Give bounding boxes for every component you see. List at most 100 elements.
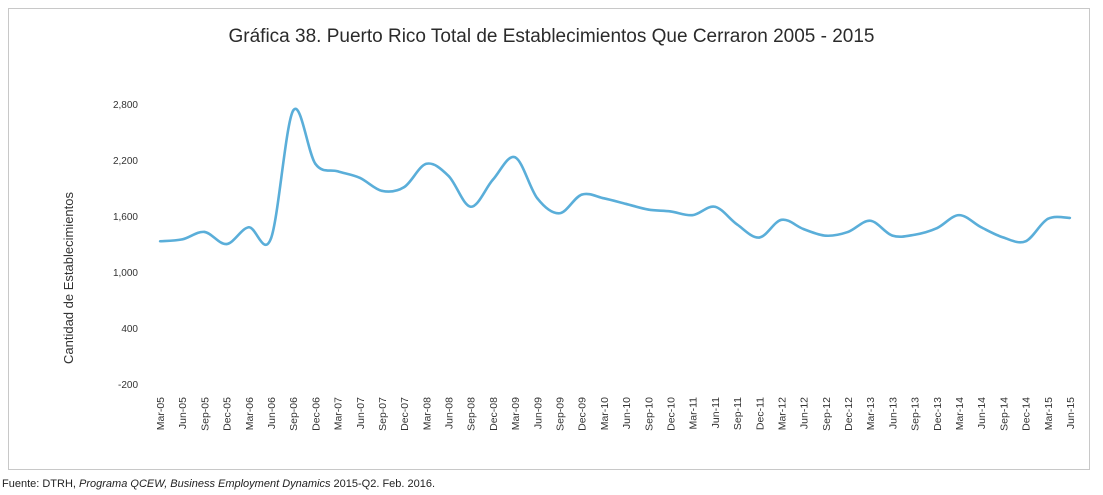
data-point bbox=[336, 170, 339, 173]
data-point bbox=[624, 202, 628, 206]
data-point bbox=[1046, 217, 1050, 221]
x-tick-label: Mar-11 bbox=[688, 397, 700, 430]
data-point bbox=[758, 236, 761, 239]
data-point bbox=[647, 208, 650, 211]
data-point bbox=[602, 197, 606, 200]
x-tick-label: Jun-12 bbox=[799, 397, 811, 429]
data-point bbox=[780, 218, 783, 221]
x-tick-label: Jun-06 bbox=[266, 397, 278, 429]
data-point bbox=[402, 185, 406, 189]
data-point bbox=[713, 205, 717, 208]
data-point bbox=[247, 226, 250, 229]
data-point bbox=[203, 230, 206, 234]
x-tick-label: Jun-08 bbox=[444, 397, 456, 429]
x-tick-label: Sep-08 bbox=[466, 397, 478, 431]
x-tick-label: Jun-09 bbox=[532, 397, 544, 429]
data-point bbox=[891, 234, 894, 237]
data-point bbox=[935, 227, 939, 230]
source-prefix: Fuente: DTRH, bbox=[2, 478, 80, 490]
x-tick-label: Mar-08 bbox=[421, 397, 433, 430]
data-point bbox=[980, 226, 983, 229]
data-point bbox=[269, 237, 273, 240]
x-tick-label: Jun-13 bbox=[887, 397, 899, 429]
data-point bbox=[513, 156, 517, 159]
data-point bbox=[536, 197, 539, 200]
y-tick-label: 400 bbox=[121, 324, 138, 335]
x-tick-label: Mar-06 bbox=[244, 397, 256, 430]
x-tick-label: Dec-11 bbox=[754, 397, 766, 430]
chart-frame bbox=[8, 8, 1090, 470]
x-tick-label: Dec-08 bbox=[488, 397, 500, 431]
x-tick-label: Mar-14 bbox=[954, 397, 966, 430]
source-italic: Programa QCEW, Business Employment Dynam… bbox=[79, 478, 331, 490]
series-group bbox=[158, 107, 1072, 247]
x-tick-label: Mar-15 bbox=[1043, 397, 1055, 430]
data-point bbox=[869, 219, 872, 222]
x-tick-label: Dec-10 bbox=[665, 397, 677, 431]
x-tick-label: Jun-14 bbox=[976, 397, 988, 429]
data-point bbox=[802, 227, 805, 231]
x-tick-label: Sep-10 bbox=[643, 397, 655, 431]
x-tick-label: Dec-12 bbox=[843, 397, 855, 431]
x-tick-label: Mar-09 bbox=[510, 397, 522, 430]
x-tick-label: Jun-07 bbox=[355, 397, 367, 429]
x-tick-label: Sep-14 bbox=[998, 397, 1010, 431]
data-point bbox=[691, 213, 694, 217]
data-point bbox=[1068, 216, 1072, 220]
data-point bbox=[913, 233, 916, 236]
y-tick-label: 2,200 bbox=[113, 156, 138, 167]
data-point bbox=[669, 210, 672, 213]
x-tick-label: Sep-12 bbox=[821, 397, 833, 431]
x-tick-label: Dec-05 bbox=[222, 397, 234, 431]
x-tick-label: Dec-09 bbox=[577, 397, 589, 431]
data-point bbox=[491, 178, 495, 181]
x-tick-label: Sep-05 bbox=[199, 397, 211, 431]
x-tick-label: Jun-10 bbox=[621, 397, 633, 429]
y-axis-ticks: 2,800 2,200 1,600 1,000 400 -200 bbox=[113, 100, 138, 391]
data-point bbox=[447, 174, 450, 178]
y-tick-label: -200 bbox=[118, 380, 138, 391]
data-point bbox=[314, 162, 317, 165]
data-point bbox=[158, 240, 162, 243]
y-tick-label: 2,800 bbox=[113, 100, 138, 111]
data-point bbox=[558, 212, 561, 215]
data-point bbox=[957, 213, 961, 217]
x-tick-label: Sep-09 bbox=[555, 397, 567, 431]
data-point bbox=[425, 162, 428, 165]
x-tick-label: Mar-05 bbox=[155, 397, 167, 430]
x-tick-label: Sep-06 bbox=[288, 397, 300, 431]
x-tick-label: Mar-07 bbox=[333, 397, 345, 430]
x-tick-label: Sep-13 bbox=[910, 397, 922, 431]
x-tick-label: Mar-12 bbox=[776, 397, 788, 430]
data-point bbox=[291, 109, 295, 112]
x-tick-label: Dec-14 bbox=[1021, 397, 1033, 431]
x-tick-label: Mar-10 bbox=[599, 397, 611, 430]
data-point bbox=[1024, 240, 1027, 243]
source-note: Fuente: DTRH, Programa QCEW, Business Em… bbox=[2, 478, 435, 490]
x-axis-ticks: Mar-05 Jun-05 Sep-05 Dec-05 Mar-06 Jun-06 Sep-… bbox=[155, 397, 1077, 431]
data-point bbox=[1002, 236, 1005, 239]
x-tick-label: Dec-13 bbox=[932, 397, 944, 431]
x-tick-label: Sep-07 bbox=[377, 397, 389, 431]
data-point bbox=[735, 223, 739, 226]
data-point bbox=[846, 230, 850, 234]
x-tick-label: Jun-05 bbox=[177, 397, 189, 429]
x-tick-label: Jun-15 bbox=[1065, 397, 1077, 429]
data-point bbox=[225, 242, 228, 246]
data-point bbox=[358, 176, 361, 179]
data-point bbox=[580, 193, 583, 196]
data-point bbox=[469, 205, 472, 208]
data-point bbox=[824, 234, 828, 237]
x-tick-label: Jun-11 bbox=[710, 397, 722, 428]
y-axis-label: Cantidad de Establecimientos bbox=[61, 192, 76, 364]
x-tick-label: Dec-06 bbox=[310, 397, 322, 431]
x-tick-label: Sep-11 bbox=[732, 397, 744, 430]
y-tick-label: 1,600 bbox=[113, 212, 138, 223]
y-tick-label: 1,000 bbox=[113, 268, 138, 279]
line-chart: Cantidad de Establecimientos 2,800 2,200 1… bbox=[61, 100, 1077, 431]
data-point bbox=[380, 189, 384, 193]
source-suffix: 2015-Q2. Feb. 2016. bbox=[330, 478, 436, 490]
x-tick-label: Mar-13 bbox=[865, 397, 877, 430]
chart-title: Gráfica 38. Puerto Rico Total de Estable… bbox=[228, 26, 875, 47]
data-point bbox=[180, 238, 184, 241]
